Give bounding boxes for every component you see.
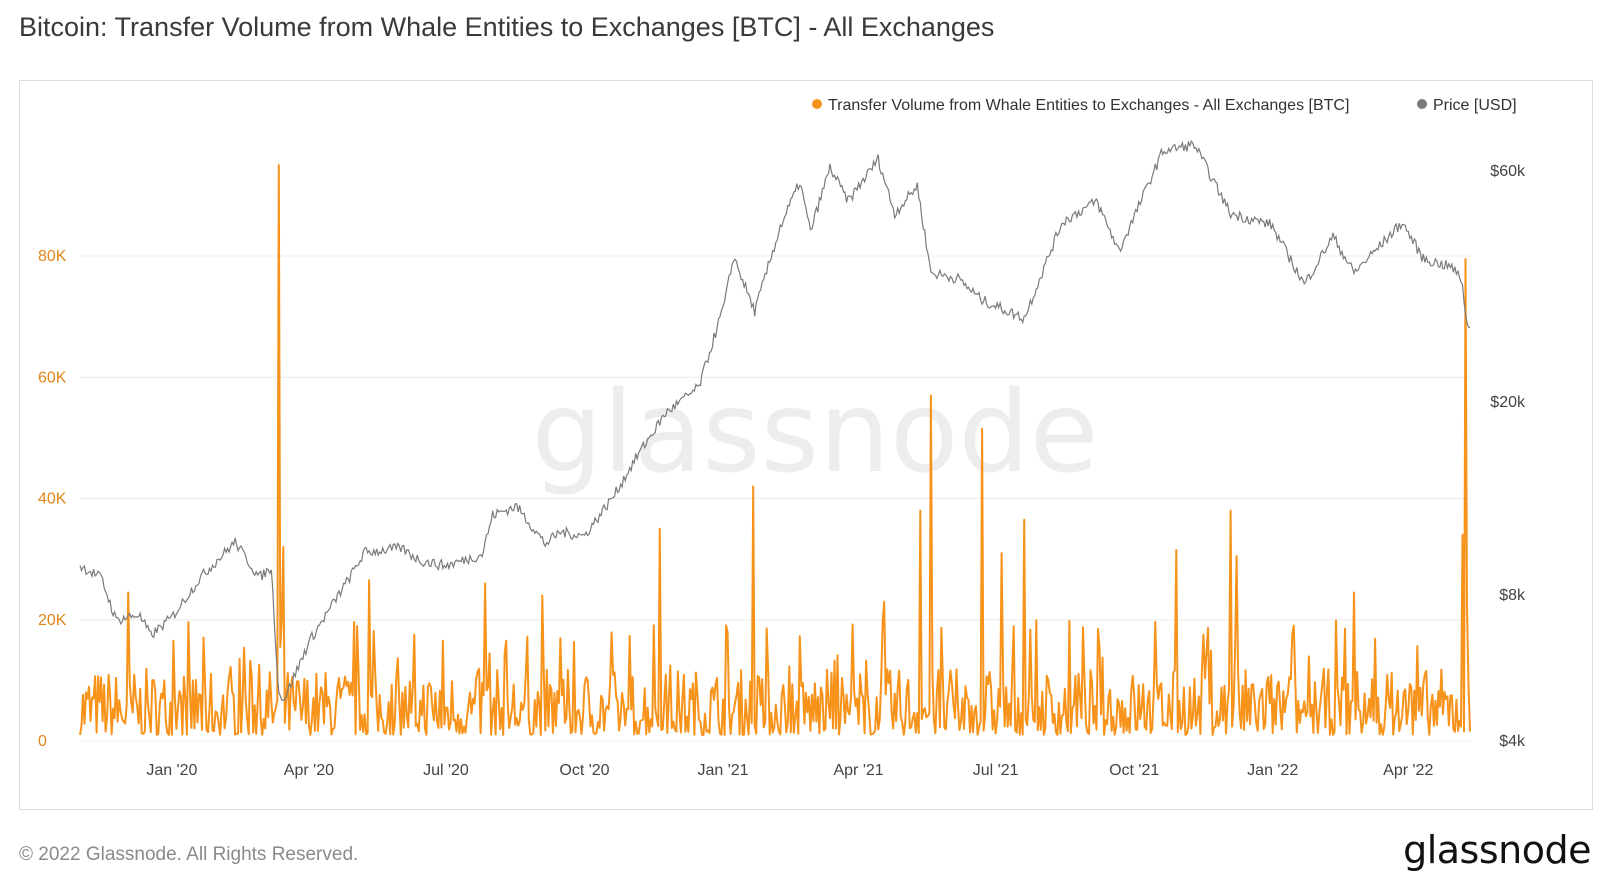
y-left-tick-label: 60K <box>38 369 67 386</box>
legend-label-transfer-volume[interactable]: Transfer Volume from Whale Entities to E… <box>828 97 1349 114</box>
y-right-tick-label: $20k <box>1490 394 1526 411</box>
chart-title: Bitcoin: Transfer Volume from Whale Enti… <box>19 12 995 42</box>
x-tick-label: Apr '20 <box>284 762 334 779</box>
y-right-tick-label: $4k <box>1499 733 1526 750</box>
x-tick-label: Jan '22 <box>1247 762 1298 779</box>
x-tick-label: Jul '20 <box>423 762 469 779</box>
chart-frame: glassnode 0 20K 40K 60K 80K $4k $8k $20k $60k Jan … <box>19 80 1593 810</box>
y-right-tick-label: $60k <box>1490 163 1526 180</box>
y-left-tick-label: 20K <box>38 612 67 629</box>
legend-marker-price <box>1417 99 1427 109</box>
legend-marker-transfer-volume <box>812 99 822 109</box>
copyright-text: © 2022 Glassnode. All Rights Reserved. <box>19 844 359 865</box>
series-price-line <box>79 139 1471 701</box>
x-tick-label: Apr '22 <box>1383 762 1433 779</box>
chart-svg: glassnode 0 20K 40K 60K 80K $4k $8k $20k $60k Jan … <box>38 97 1526 779</box>
glassnode-logo: glassnode <box>1403 828 1591 872</box>
y-left-tick-label: 0 <box>38 733 47 750</box>
x-tick-label: Oct '20 <box>559 762 609 779</box>
y-left-tick-label: 40K <box>38 491 67 508</box>
x-tick-label: Jan '21 <box>697 762 748 779</box>
series-transfer-volume-line <box>79 164 1471 736</box>
y-left-tick-label: 80K <box>38 248 67 265</box>
legend-label-price[interactable]: Price [USD] <box>1433 97 1517 114</box>
y-right-tick-label: $8k <box>1499 587 1526 604</box>
x-tick-label: Apr '21 <box>833 762 883 779</box>
x-tick-label: Oct '21 <box>1109 762 1159 779</box>
watermark-text: glassnode <box>531 368 1098 498</box>
x-tick-label: Jul '21 <box>973 762 1019 779</box>
x-tick-label: Jan '20 <box>146 762 197 779</box>
